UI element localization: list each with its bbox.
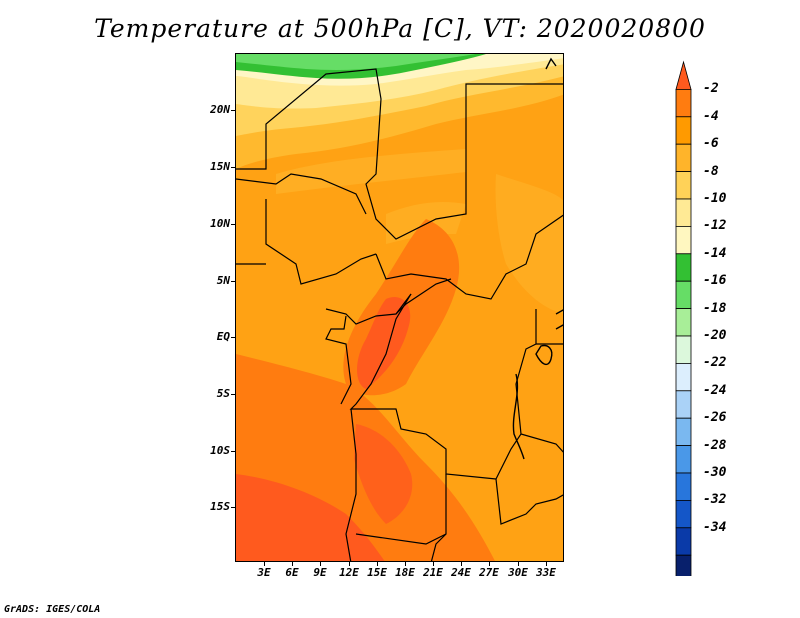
x-tick-label: 21E xyxy=(423,566,443,579)
colorbar-segment xyxy=(675,280,692,309)
y-tick-mark xyxy=(231,394,235,395)
colorbar-segment xyxy=(675,225,692,255)
y-tick-label: 15S xyxy=(210,500,230,513)
colorbar-segment xyxy=(675,335,692,364)
y-tick-label: 10N xyxy=(210,217,230,230)
colorbar-segment xyxy=(675,116,692,145)
colorbar-segment xyxy=(675,527,692,556)
x-tick-mark xyxy=(433,562,434,566)
y-tick-label: 15N xyxy=(210,160,230,173)
east-minus8 xyxy=(495,174,563,314)
y-tick-label: EQ xyxy=(216,330,230,343)
colorbar-label: -6 xyxy=(703,136,719,152)
y-tick-label: 5S xyxy=(216,387,230,400)
band-green-mid xyxy=(236,54,476,70)
colorbar-label: -14 xyxy=(703,245,727,261)
colorbar-label: -24 xyxy=(703,382,727,398)
x-tick-mark xyxy=(377,562,378,566)
colorbar-segment xyxy=(675,554,692,576)
colorbar-segment xyxy=(675,308,692,337)
x-tick-mark xyxy=(320,562,321,566)
colorbar-label: -12 xyxy=(703,218,727,234)
colorbar-label: -4 xyxy=(703,108,719,124)
colorbar-segment xyxy=(675,198,692,227)
colorbar-segment xyxy=(675,171,692,200)
y-tick-mark xyxy=(231,281,235,282)
colorbar-segment xyxy=(675,89,692,118)
x-tick-label: 3E xyxy=(257,566,271,579)
x-tick-label: 33E xyxy=(536,566,556,579)
colorbar-segment xyxy=(675,445,692,474)
y-tick-mark xyxy=(231,110,235,111)
x-tick-label: 27E xyxy=(479,566,499,579)
y-tick-mark xyxy=(231,224,235,225)
colorbar-label: -18 xyxy=(703,300,727,316)
x-tick-label: 9E xyxy=(313,566,327,579)
colorbar-label: -34 xyxy=(703,519,727,535)
colorbar-label: -10 xyxy=(703,191,727,206)
y-tick-mark xyxy=(231,167,235,168)
x-tick-label: 6E xyxy=(285,566,299,579)
x-tick-label: 24E xyxy=(451,566,471,579)
colorbar-segment xyxy=(675,143,692,172)
colorbar-label: -22 xyxy=(703,355,727,371)
x-tick-label: 15E xyxy=(367,566,387,579)
x-tick-mark xyxy=(489,562,490,566)
country-borders xyxy=(236,68,563,561)
y-tick-label: 10S xyxy=(210,444,230,457)
colorbar-label: -32 xyxy=(703,492,727,508)
lake-outlines xyxy=(512,57,563,460)
colorbar-segment xyxy=(675,472,692,501)
colorbar-label: -20 xyxy=(703,328,727,343)
temperature-map xyxy=(235,53,564,562)
x-tick-mark xyxy=(292,562,293,566)
x-tick-mark xyxy=(546,562,547,566)
x-tick-mark xyxy=(349,562,350,566)
x-tick-label: 18E xyxy=(395,566,415,579)
y-tick-label: 20N xyxy=(210,103,230,116)
x-tick-label: 30E xyxy=(508,566,528,579)
colorbar-segment xyxy=(675,417,692,447)
y-tick-mark xyxy=(231,451,235,452)
streak-yellow-1 xyxy=(276,149,466,194)
colorbar-label: -26 xyxy=(703,410,727,426)
y-tick-mark xyxy=(231,337,235,338)
x-tick-mark xyxy=(518,562,519,566)
colorbar-label: -30 xyxy=(703,465,727,480)
colorbar-label: -16 xyxy=(703,273,727,289)
colorbar-segment xyxy=(675,362,692,392)
y-tick-mark xyxy=(231,507,235,508)
colorbar xyxy=(675,60,692,576)
x-tick-label: 12E xyxy=(339,566,359,579)
colorbar-label: -2 xyxy=(703,81,719,97)
temperature-field xyxy=(236,54,563,561)
warm-core-minus2 xyxy=(357,297,411,389)
colorbar-segment xyxy=(675,390,692,419)
south-minus2-b xyxy=(354,424,413,524)
x-tick-mark xyxy=(405,562,406,566)
y-tick-label: 5N xyxy=(216,274,230,287)
x-tick-mark xyxy=(461,562,462,566)
credit-label: GrADS: IGES/COLA xyxy=(4,604,101,615)
colorbar-label: -8 xyxy=(703,163,719,179)
colorbar-segment xyxy=(675,499,692,529)
x-tick-mark xyxy=(264,562,265,566)
map-title: Temperature at 500hPa [C], VT: 202002080… xyxy=(94,14,706,43)
colorbar-label: -28 xyxy=(703,437,727,453)
colorbar-segment xyxy=(675,253,692,282)
colorbar-segment xyxy=(675,60,692,90)
